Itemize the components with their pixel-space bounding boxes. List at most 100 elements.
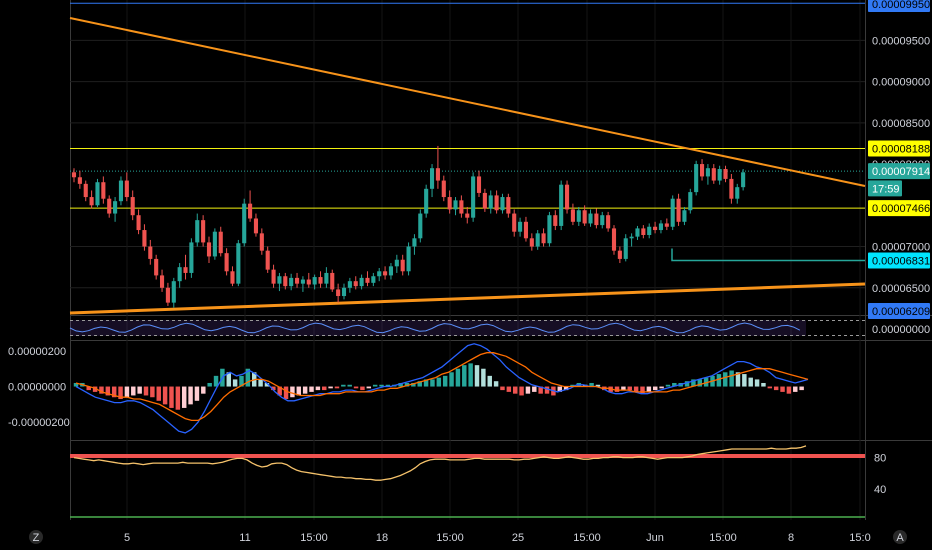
macd-histogram-bar — [239, 375, 244, 387]
candle-body — [594, 213, 599, 226]
candle-body — [623, 238, 628, 259]
candle-body — [242, 203, 247, 244]
macd-histogram-bar — [595, 384, 601, 387]
candle-body — [553, 215, 558, 226]
candle-body — [394, 259, 399, 267]
candle-body — [330, 272, 335, 290]
macd-histogram-bar — [328, 386, 333, 389]
macd-histogram-bar — [665, 384, 671, 387]
a-button[interactable] — [893, 530, 907, 544]
time-tick-label: 11 — [239, 532, 250, 544]
macd-histogram-bar — [118, 386, 123, 400]
candle-body — [482, 192, 487, 209]
z-button[interactable] — [29, 530, 43, 544]
candle-body — [101, 182, 106, 199]
macd-histogram-bar — [449, 372, 454, 387]
macd-histogram-bar — [181, 386, 187, 408]
candle-body — [365, 277, 370, 283]
macd-histogram-bar — [442, 375, 448, 387]
time-tick-label: 15:00 — [573, 532, 601, 544]
candle-body — [353, 281, 358, 287]
z-button-label: Z — [33, 532, 40, 544]
candle-body — [570, 209, 575, 222]
candle-body — [735, 187, 740, 199]
macd-histogram-bar — [723, 372, 728, 387]
candle-body — [107, 198, 112, 214]
candle-body — [582, 210, 587, 224]
macd-histogram-bar — [99, 386, 104, 394]
candle-body — [77, 177, 82, 184]
macd-histogram-bar — [653, 386, 658, 391]
macd-histogram-bar — [544, 386, 550, 394]
candle-body — [377, 271, 382, 277]
macd-histogram-bar — [430, 379, 435, 387]
macd-histogram-bar — [73, 382, 79, 387]
candle-body — [494, 195, 499, 211]
candle-body — [447, 197, 452, 210]
candle-body — [159, 275, 165, 288]
macd-histogram-bar — [500, 386, 505, 391]
macd-histogram-bar — [697, 379, 703, 387]
candle-body — [118, 180, 124, 202]
candle-body — [406, 246, 411, 272]
candle-body — [559, 184, 564, 226]
macd-histogram-bar — [277, 386, 282, 396]
candle-body — [142, 230, 147, 247]
candle-body — [265, 250, 270, 270]
macd-histogram-bar — [175, 386, 181, 410]
candle-body — [682, 210, 687, 222]
candle-body — [300, 279, 305, 284]
macd-tick-label: 0.00000200 — [8, 346, 66, 358]
macd-histogram-bar — [754, 379, 760, 387]
macd-histogram-bar — [767, 386, 773, 389]
candle-body — [165, 287, 170, 303]
candle-body — [183, 267, 188, 273]
candle-body — [195, 220, 200, 243]
candle-body — [148, 246, 153, 259]
macd-histogram-bar — [398, 382, 403, 387]
macd-histogram-bar — [105, 386, 111, 396]
price-tick-label: 0.00008500 — [872, 118, 930, 130]
macd-histogram-bar — [793, 386, 798, 392]
macd-histogram-bar — [436, 377, 442, 387]
macd-histogram-bar — [290, 386, 295, 398]
candle-body — [705, 168, 710, 177]
macd-histogram-bar — [213, 375, 219, 387]
candle-body — [359, 277, 364, 287]
macd-histogram-bar — [150, 386, 155, 398]
macd-histogram-bar — [735, 372, 741, 387]
candle-body — [647, 226, 652, 235]
candle-body — [230, 271, 235, 284]
macd-histogram-bar — [162, 386, 168, 405]
macd-histogram-bar — [780, 386, 785, 392]
macd-histogram-bar — [481, 368, 486, 387]
candle-body — [518, 221, 523, 232]
macd-histogram-bar — [672, 382, 677, 387]
macd-histogram-bar — [417, 381, 422, 387]
candle-body — [506, 197, 511, 214]
candle-body — [71, 172, 77, 178]
macd-histogram-bar — [786, 386, 792, 394]
candle-body — [465, 213, 470, 218]
candle-body — [541, 233, 546, 244]
time-tick-label: 15:0 — [849, 532, 870, 544]
price-tag — [868, 163, 930, 180]
macd-histogram-bar — [334, 386, 340, 389]
macd-histogram-bar — [487, 375, 492, 387]
price-tag — [868, 200, 930, 217]
macd-histogram-bar — [506, 386, 512, 392]
macd-histogram-bar — [111, 386, 117, 398]
candle-body — [471, 176, 476, 218]
price-tag — [868, 252, 930, 269]
candle-body — [336, 289, 341, 297]
candle-body — [259, 233, 264, 251]
macd-histogram-bar — [627, 386, 633, 391]
price-tag — [868, 180, 902, 197]
macd-histogram-bar — [633, 386, 639, 392]
macd-histogram-bar — [360, 386, 365, 391]
candle-body — [588, 213, 593, 224]
macd-histogram-bar — [188, 386, 193, 405]
candle-body — [729, 178, 734, 199]
macd-histogram-bar — [411, 382, 416, 387]
